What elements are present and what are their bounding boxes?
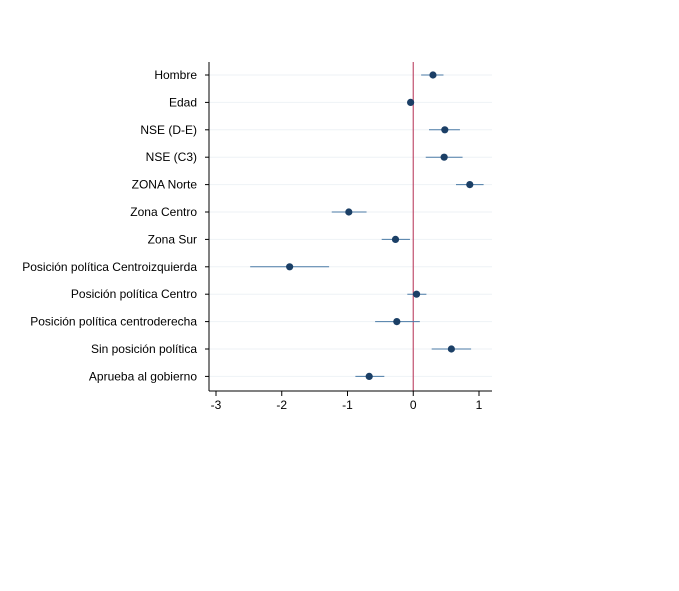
category-label: NSE (C3) — [146, 150, 197, 164]
axes: -3 -2 -1 0 1 — [205, 62, 492, 412]
category-label: Aprueba al gobierno — [89, 369, 197, 383]
category-labels: Hombre Edad NSE (D-E) NSE (C3) ZONA Norte Zon… — [22, 68, 197, 383]
point-estimate — [286, 263, 294, 271]
point-estimate — [412, 290, 421, 298]
x-tick-label: 0 — [410, 398, 417, 412]
grid-lines — [209, 74, 492, 377]
point-estimate — [393, 318, 401, 326]
point-estimate — [365, 372, 373, 380]
point-estimate — [429, 71, 437, 79]
category-label: Zona Centro — [130, 205, 197, 219]
x-tick-label: -3 — [211, 398, 222, 412]
category-label: ZONA Norte — [132, 178, 198, 192]
point-estimate — [345, 208, 353, 216]
x-tick-label: -2 — [276, 398, 287, 412]
category-label: NSE (D-E) — [140, 123, 197, 137]
category-label: Hombre — [154, 68, 197, 82]
category-label: Zona Sur — [148, 232, 197, 246]
confidence-intervals — [250, 74, 484, 377]
point-estimates — [286, 71, 474, 380]
category-label: Posición política Centro — [71, 287, 197, 301]
point-estimate — [466, 181, 474, 189]
point-estimate — [447, 345, 455, 353]
point-estimate — [441, 126, 449, 134]
x-tick-label: 1 — [476, 398, 483, 412]
x-tick-label: -1 — [342, 398, 353, 412]
point-estimate — [440, 153, 448, 161]
point-estimate — [391, 235, 400, 243]
category-label: Sin posición política — [91, 342, 197, 356]
category-label: Posición política centroderecha — [30, 315, 197, 329]
category-label: Edad — [169, 95, 197, 109]
category-label: Posición política Centroizquierda — [22, 260, 197, 274]
point-estimate — [407, 98, 415, 106]
